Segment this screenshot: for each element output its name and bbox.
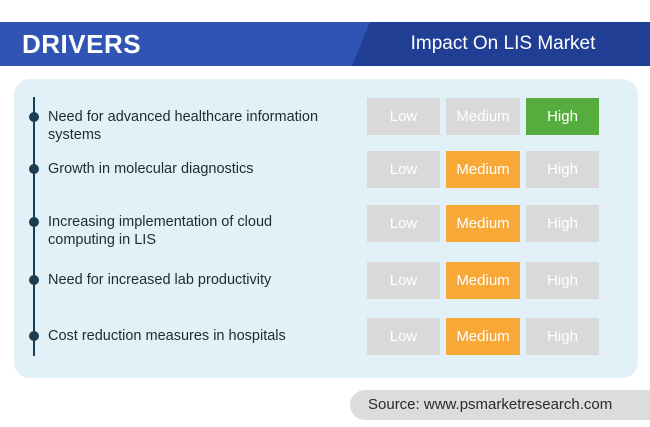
impact-low-box: Low	[367, 98, 440, 135]
impact-medium-box: Medium	[446, 318, 520, 355]
impact-title: Impact On LIS Market	[410, 33, 596, 54]
header-impact-band	[352, 22, 650, 66]
timeline-dot	[29, 112, 39, 122]
impact-low-box: Low	[367, 205, 440, 242]
impact-low-box: Low	[367, 151, 440, 188]
driver-label: Need for increased lab productivity	[48, 272, 272, 288]
source-text: Source: www.psmarketresearch.com	[368, 396, 613, 413]
impact-low-box: Low	[367, 318, 440, 355]
impact-high-box: High	[526, 318, 599, 355]
impact-medium-box: Medium	[446, 205, 520, 242]
impact-medium-box: Medium	[446, 151, 520, 188]
impact-high-box: High	[526, 151, 599, 188]
source-pill	[350, 390, 650, 420]
impact-high-box: High	[526, 98, 599, 135]
impact-medium-box: Medium	[446, 262, 520, 299]
timeline-dot	[29, 217, 39, 227]
timeline-dot	[29, 275, 39, 285]
timeline-dot	[29, 164, 39, 174]
timeline-dot	[29, 331, 39, 341]
driver-label: Need for advanced healthcare information…	[48, 109, 319, 143]
impact-high-box: High	[526, 205, 599, 242]
driver-label: Increasing implementation of cloud compu…	[48, 214, 273, 248]
impact-low-box: Low	[367, 262, 440, 299]
drivers-title: DRIVERS	[22, 29, 142, 59]
impact-high-box: High	[526, 262, 599, 299]
driver-label: Growth in molecular diagnostics	[48, 161, 254, 177]
impact-medium-box: Medium	[446, 98, 520, 135]
driver-label: Cost reduction measures in hospitals	[48, 328, 286, 344]
